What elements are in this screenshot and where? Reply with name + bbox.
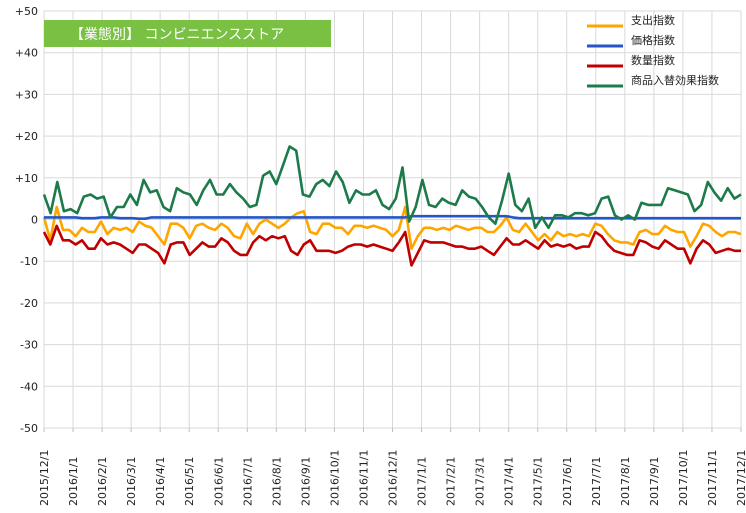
- x-tick-label: 2016/2/1: [96, 457, 109, 506]
- title-background: [44, 20, 331, 47]
- x-tick-label: 2016/11/1: [357, 450, 370, 506]
- y-tick-label: +10: [15, 172, 38, 185]
- x-tick-label: 2016/12/1: [387, 450, 400, 506]
- y-tick-label: -30: [20, 339, 38, 352]
- legend-label: 数量指数: [631, 53, 675, 67]
- y-tick-label: -10: [20, 255, 38, 268]
- x-tick-label: 2017/10/1: [677, 450, 690, 506]
- title-text: 【業態別】 コンビニエンスストア: [70, 27, 284, 43]
- x-tick-label: 2017/7/1: [590, 457, 603, 506]
- x-tick-label: 2016/5/1: [183, 457, 196, 506]
- x-tick-label: 2017/1/1: [416, 457, 429, 506]
- x-tick-label: 2017/6/1: [561, 457, 574, 506]
- legend-label: 商品入替効果指数: [631, 73, 719, 87]
- x-tick-label: 2017/11/1: [706, 450, 719, 506]
- legend-label: 価格指数: [631, 33, 675, 47]
- chart-title: 【業態別】 コンビニエンスストア: [44, 20, 331, 47]
- x-tick-label: 2017/4/1: [503, 457, 516, 506]
- x-tick-label: 2017/2/1: [445, 457, 458, 506]
- x-tick-label: 2016/10/1: [328, 450, 341, 506]
- x-tick-label: 2017/5/1: [532, 457, 545, 506]
- y-axis: +50 +40 +30 +20 +10 0 -10 -20 -30 -40 -50: [15, 5, 38, 435]
- x-tick-label: 2017/3/1: [474, 457, 487, 506]
- y-tick-label: +20: [15, 130, 38, 143]
- x-tick-label: 2017/9/1: [648, 457, 661, 506]
- y-tick-label: +50: [15, 5, 38, 18]
- x-tick-label: 2015/12/1: [38, 450, 51, 506]
- series-lines: [42, 145, 742, 267]
- x-tick-label: 2017/8/1: [619, 457, 632, 506]
- x-tick-label: 2016/8/1: [270, 457, 283, 506]
- series-line-0: [42, 205, 742, 250]
- y-tick-label: 0: [31, 214, 38, 227]
- y-tick-label: -50: [20, 422, 38, 435]
- legend-label: 支出指数: [631, 13, 675, 27]
- x-tick-label: 2016/4/1: [154, 457, 167, 506]
- series-line-2: [42, 224, 741, 267]
- y-tick-label: -20: [20, 297, 38, 310]
- y-tick-label: -40: [20, 380, 38, 393]
- x-tick-label: 2016/3/1: [125, 457, 138, 506]
- x-tick-label: 2017/12/1: [735, 450, 746, 506]
- y-tick-label: +40: [15, 47, 38, 60]
- x-tick-label: 2016/6/1: [212, 457, 225, 506]
- x-tick-label: 2016/9/1: [299, 457, 312, 506]
- x-axis: 2015/12/1 2016/1/1 2016/2/1 2016/3/1 2016/4/…: [38, 450, 746, 506]
- x-tick-label: 2016/1/1: [67, 457, 80, 506]
- y-tick-label: +30: [15, 88, 38, 101]
- series-line-3: [42, 145, 742, 230]
- x-tick-label: 2016/7/1: [241, 457, 254, 506]
